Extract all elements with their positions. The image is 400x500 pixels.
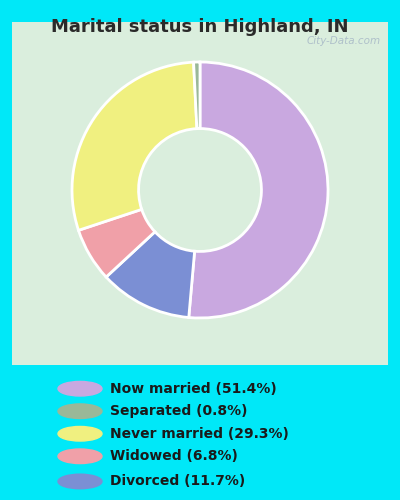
Text: Never married (29.3%): Never married (29.3%) bbox=[110, 427, 289, 441]
Text: Divorced (11.7%): Divorced (11.7%) bbox=[110, 474, 245, 488]
Wedge shape bbox=[189, 62, 328, 318]
Wedge shape bbox=[78, 210, 155, 277]
Text: Now married (51.4%): Now married (51.4%) bbox=[110, 382, 277, 396]
Circle shape bbox=[58, 404, 102, 418]
Text: City-Data.com: City-Data.com bbox=[306, 36, 380, 46]
Wedge shape bbox=[194, 62, 200, 128]
Circle shape bbox=[58, 449, 102, 464]
Circle shape bbox=[58, 426, 102, 441]
Circle shape bbox=[58, 382, 102, 396]
Wedge shape bbox=[106, 232, 195, 318]
Circle shape bbox=[58, 474, 102, 488]
Wedge shape bbox=[72, 62, 197, 230]
Text: Separated (0.8%): Separated (0.8%) bbox=[110, 404, 248, 418]
Text: Widowed (6.8%): Widowed (6.8%) bbox=[110, 450, 238, 464]
Text: Marital status in Highland, IN: Marital status in Highland, IN bbox=[51, 18, 349, 36]
